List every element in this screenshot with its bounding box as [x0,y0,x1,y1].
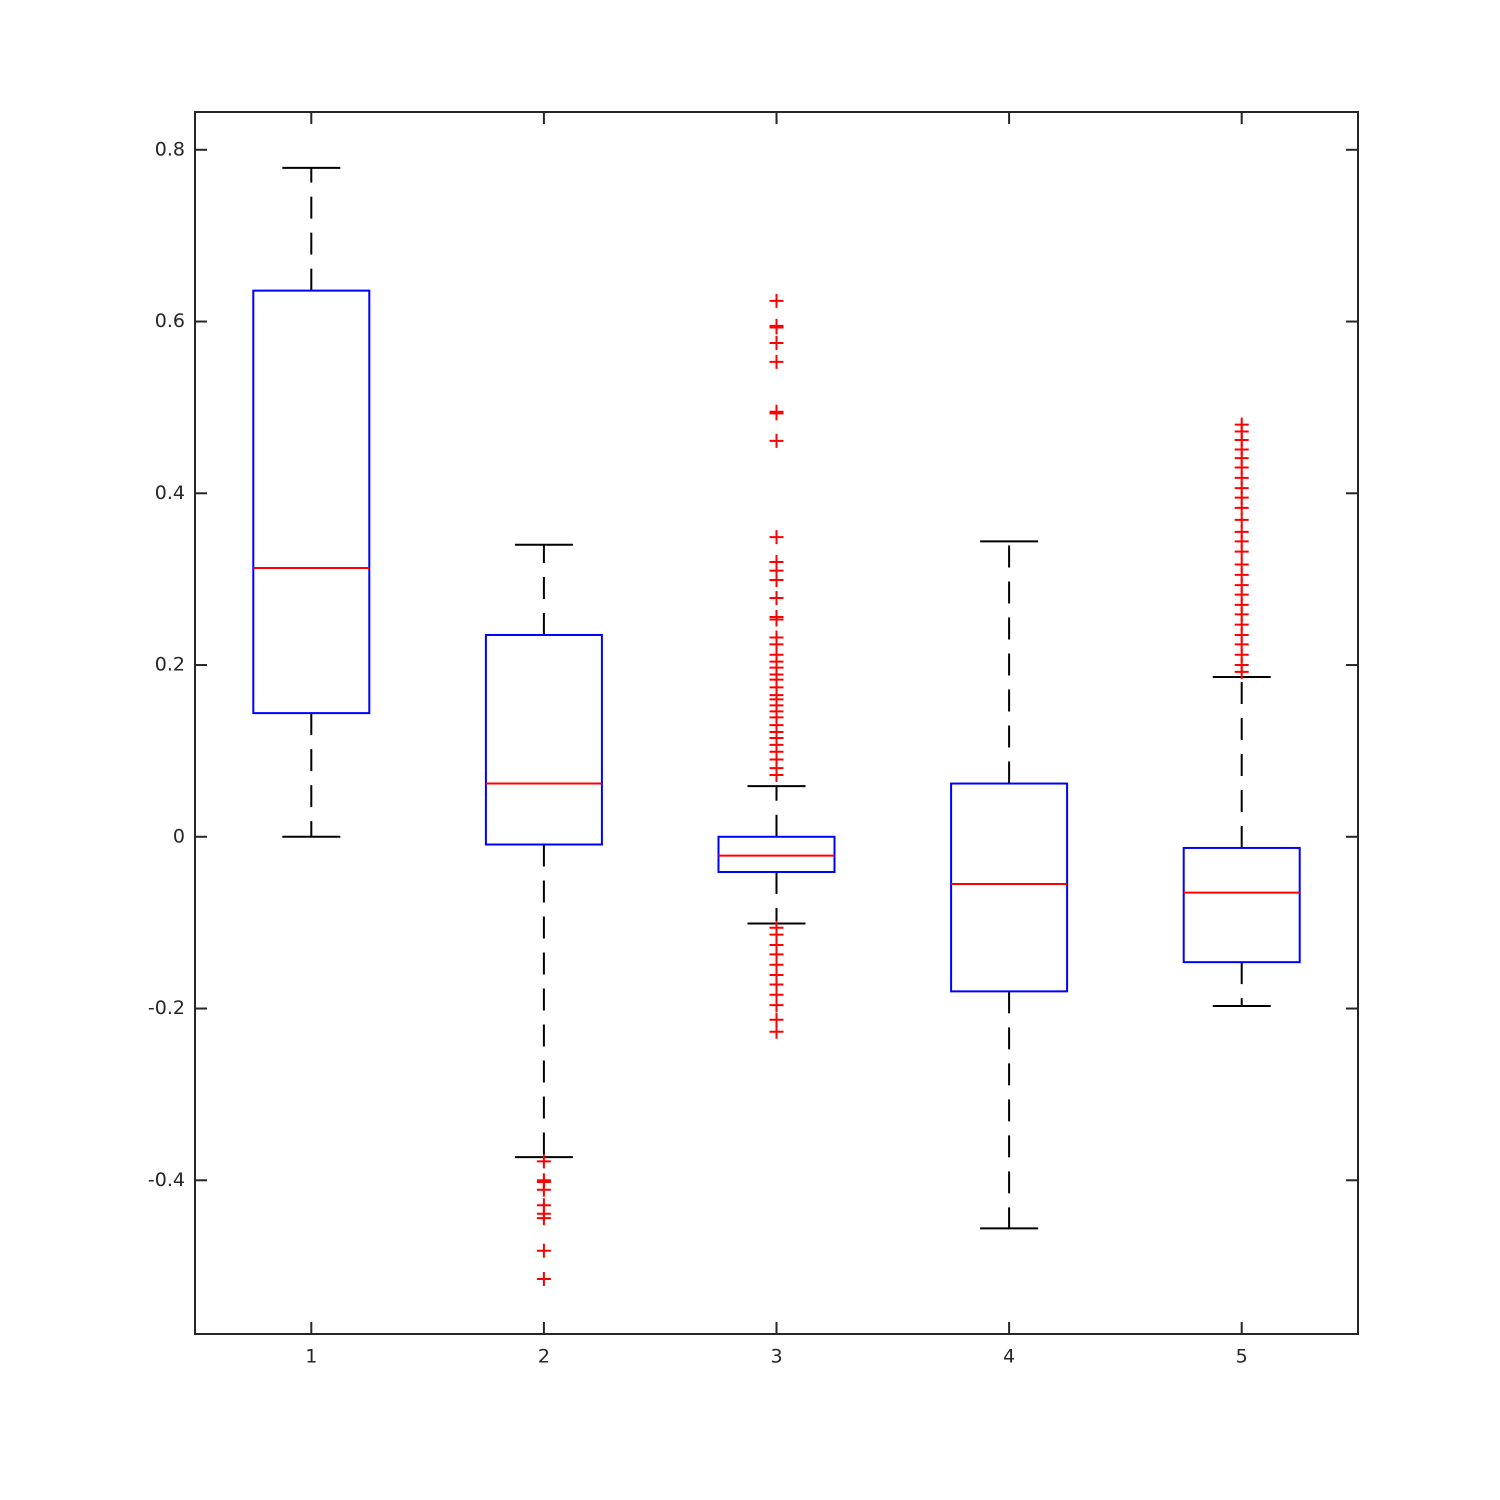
outlier [769,998,784,1013]
x-tick-label: 1 [305,1346,317,1368]
box [484,633,603,846]
y-tick-label: 0.2 [155,654,185,676]
outlier [769,767,784,782]
y-tick-label: 0.8 [155,138,185,160]
x-tick-label: 5 [1236,1346,1248,1368]
outlier [769,336,784,351]
outlier [769,573,784,588]
y-tick-label: 0.6 [155,310,185,332]
outlier [1234,500,1249,515]
outlier [769,354,784,369]
y-tick-label: -0.4 [148,1169,185,1191]
box [950,782,1069,993]
outlier [769,433,784,448]
outlier [536,1272,551,1287]
outlier [769,1012,784,1027]
box [717,835,836,873]
outlier [769,406,784,421]
x-tick-label: 3 [770,1346,782,1368]
outlier [769,320,784,335]
outlier [536,1154,551,1169]
outlier [1234,664,1249,679]
outlier [536,1243,551,1258]
y-tick-label: 0 [173,825,185,847]
outlier [536,1182,551,1197]
outlier [769,293,784,308]
box [252,289,371,715]
x-tick-label: 2 [538,1346,550,1368]
outlier [1234,512,1249,527]
y-tick-label: -0.2 [148,997,185,1019]
y-tick-label: 0.4 [155,482,185,504]
outlier [769,591,784,606]
box [1182,846,1301,964]
x-tick-label: 4 [1003,1346,1015,1368]
axes-box [194,111,1359,1335]
outlier [769,612,784,627]
outlier [1234,544,1249,559]
outlier [769,1024,784,1039]
outlier [769,530,784,545]
outlier [536,1211,551,1226]
